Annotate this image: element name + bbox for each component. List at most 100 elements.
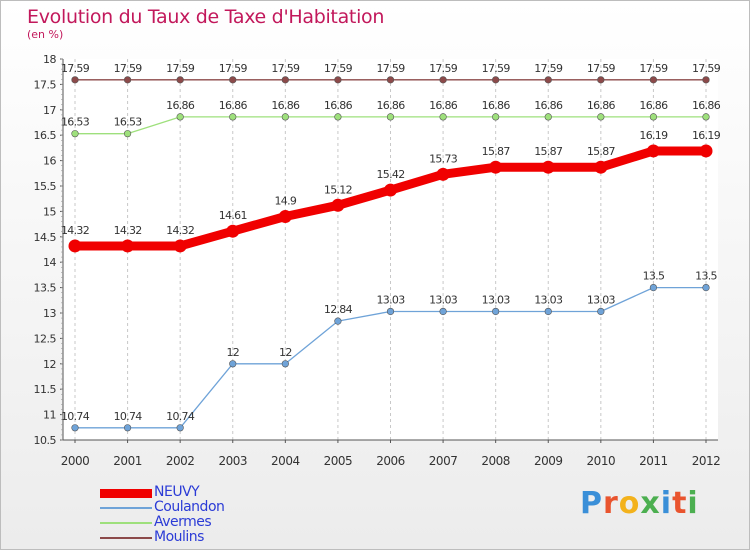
- data-point: [439, 76, 447, 84]
- data-label: 15.42: [377, 168, 405, 181]
- data-point: [176, 113, 184, 121]
- data-point: [594, 160, 608, 174]
- x-tick-label: 2009: [534, 454, 563, 468]
- data-label: 17.59: [114, 62, 143, 75]
- legend-label: NEUVY: [154, 484, 200, 500]
- y-tick-label: 17: [43, 104, 56, 117]
- legend-swatch: [100, 488, 152, 498]
- data-point: [331, 198, 345, 212]
- data-label: 17.59: [219, 62, 248, 75]
- data-label: 17.59: [587, 62, 616, 75]
- x-tick-label: 2012: [692, 454, 721, 468]
- data-label: 12: [279, 346, 292, 359]
- data-label: 17.59: [482, 62, 511, 75]
- legend-swatch: [100, 507, 152, 509]
- data-point: [226, 224, 240, 238]
- logo-letter: o: [618, 486, 641, 521]
- data-point: [71, 76, 79, 84]
- data-point: [229, 113, 237, 121]
- proxiti-logo: Proxiti: [580, 486, 699, 521]
- data-point: [649, 284, 658, 292]
- data-label: 17.59: [639, 62, 668, 75]
- data-point: [646, 144, 660, 158]
- data-label: 15.87: [587, 145, 616, 158]
- data-label: 16.86: [639, 99, 668, 112]
- logo-letter: x: [640, 486, 661, 521]
- legend-swatch: [100, 522, 152, 524]
- data-label: 16.86: [271, 99, 300, 112]
- data-point: [702, 113, 710, 121]
- data-label: 15.73: [429, 152, 458, 165]
- data-point: [229, 76, 237, 84]
- data-point: [121, 239, 135, 253]
- logo-letter: P: [580, 486, 603, 521]
- y-tick-label: 14.5: [34, 231, 57, 244]
- data-point: [71, 424, 79, 432]
- y-tick-label: 11: [43, 409, 56, 422]
- data-point: [123, 130, 132, 138]
- data-point: [597, 113, 605, 121]
- data-label: 16.86: [219, 99, 248, 112]
- y-tick-label: 13.5: [34, 282, 57, 295]
- data-point: [649, 113, 658, 121]
- data-label: 14.32: [114, 224, 142, 237]
- data-label: 13.5: [643, 270, 665, 283]
- data-point: [386, 76, 395, 84]
- data-label: 15.87: [482, 145, 511, 158]
- data-point: [597, 307, 605, 316]
- data-point: [492, 113, 500, 121]
- data-point: [334, 317, 342, 325]
- data-label: 16.86: [429, 99, 458, 112]
- data-point: [334, 113, 342, 121]
- data-point: [176, 76, 184, 84]
- data-point: [702, 76, 710, 84]
- logo-letter: r: [603, 486, 619, 521]
- x-tick-label: 2005: [324, 454, 353, 468]
- data-label: 13.03: [429, 293, 458, 306]
- data-point: [173, 239, 187, 253]
- data-label: 13.5: [695, 270, 717, 283]
- x-tick-label: 2007: [429, 454, 458, 468]
- data-point: [281, 76, 289, 84]
- data-label: 17.59: [377, 62, 406, 75]
- data-label: 16.53: [114, 116, 143, 129]
- data-label: 16.19: [639, 129, 668, 142]
- data-point: [278, 209, 292, 223]
- data-label: 13.03: [587, 293, 616, 306]
- x-tick-label: 2006: [376, 454, 405, 468]
- data-label: 17.59: [692, 62, 721, 75]
- data-point: [492, 307, 500, 316]
- y-tick-label: 17.5: [34, 78, 57, 91]
- x-tick-label: 2010: [587, 454, 616, 468]
- data-point: [439, 113, 447, 121]
- x-tick-label: 2002: [166, 454, 195, 468]
- x-tick-label: 2003: [218, 454, 247, 468]
- chart-title: Evolution du Taux de Taxe d'Habitation: [27, 6, 385, 28]
- y-tick-label: 15: [43, 205, 56, 218]
- data-label: 12: [226, 346, 239, 359]
- data-label: 14.9: [274, 194, 296, 207]
- data-point: [544, 113, 552, 121]
- data-point: [492, 76, 500, 84]
- data-label: 14.61: [219, 209, 247, 222]
- data-point: [68, 239, 82, 253]
- x-tick-label: 2000: [61, 454, 90, 468]
- data-label: 16.86: [324, 99, 353, 112]
- data-label: 10.74: [61, 410, 90, 423]
- y-tick-label: 10.5: [34, 434, 57, 447]
- data-label: 15.87: [534, 145, 563, 158]
- data-point: [544, 76, 552, 84]
- data-point: [123, 424, 132, 432]
- data-point: [439, 307, 447, 316]
- y-tick-label: 16: [43, 155, 56, 168]
- logo-letter: t: [672, 486, 688, 521]
- data-label: 16.86: [534, 99, 563, 112]
- data-point: [176, 424, 184, 432]
- logo-letter: i: [687, 486, 699, 521]
- data-point: [386, 113, 395, 121]
- legend-label: Avermes: [154, 514, 212, 530]
- y-tick-label: 14: [43, 256, 56, 269]
- data-point: [123, 76, 132, 84]
- data-point: [71, 130, 79, 138]
